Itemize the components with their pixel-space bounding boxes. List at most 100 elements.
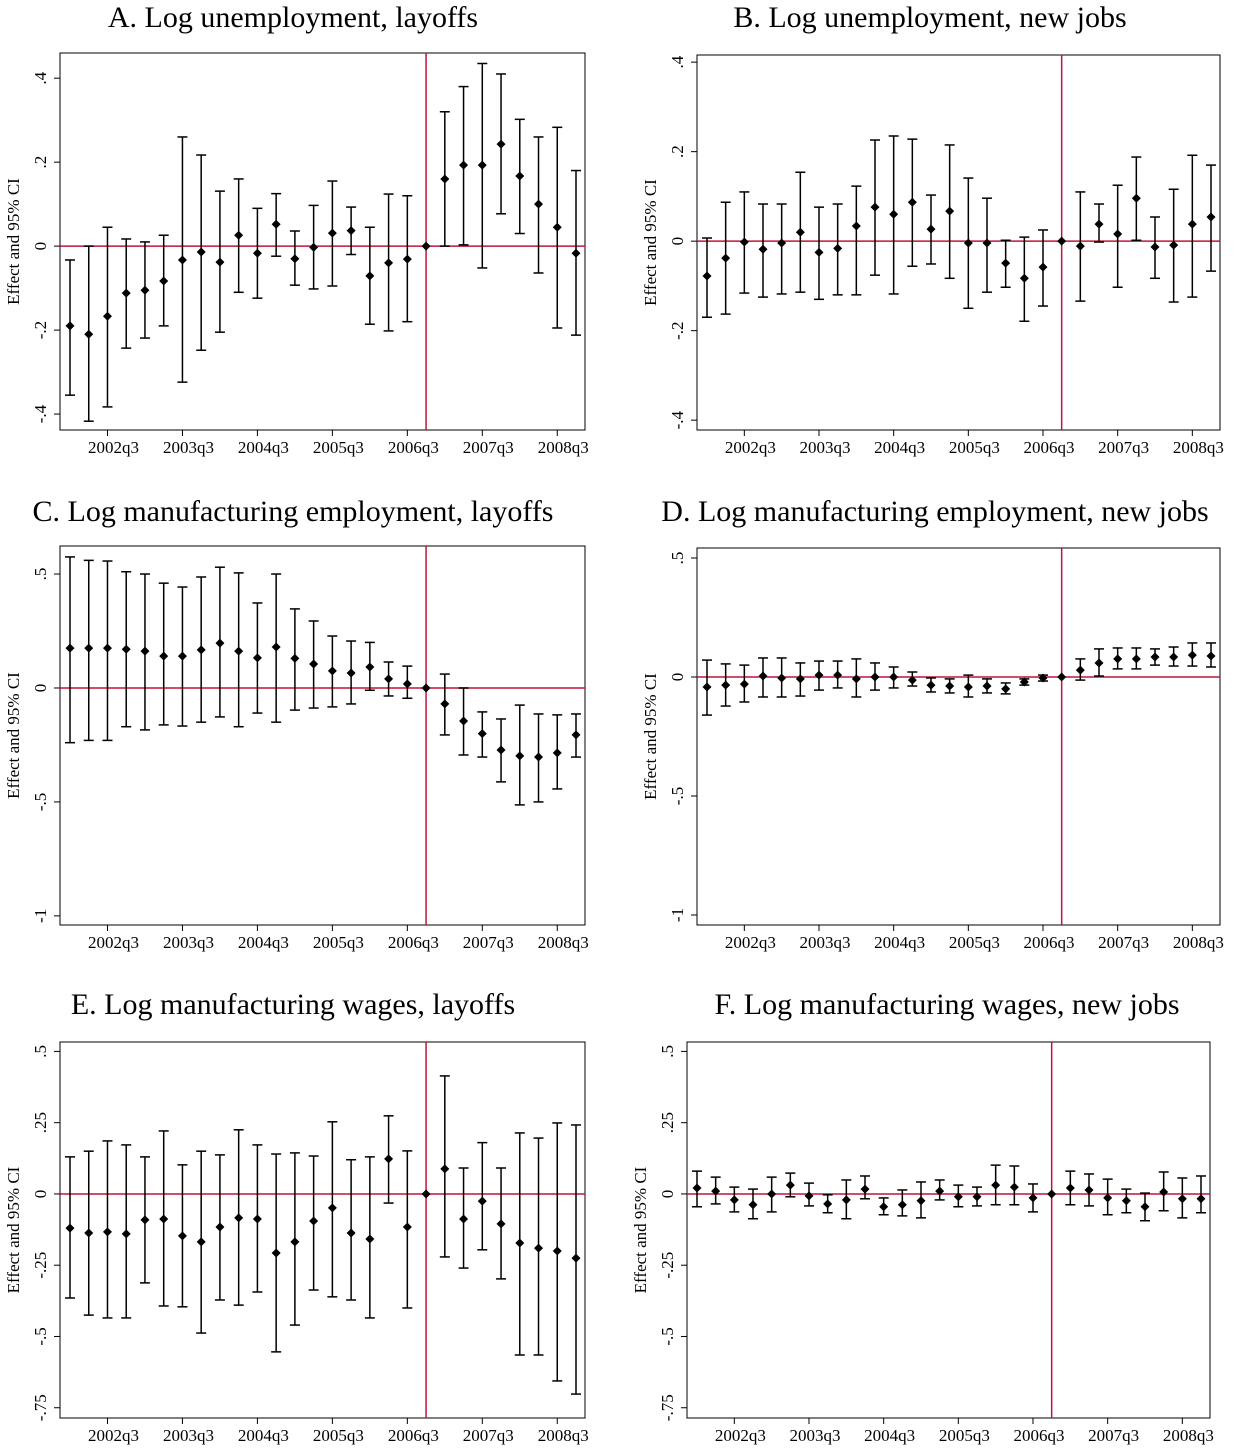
plot-frame <box>59 545 586 926</box>
x-tick-label: 2004q3 <box>864 1426 915 1445</box>
point-estimate <box>907 197 917 207</box>
point-estimate <box>1001 258 1011 268</box>
x-tick-label: 2005q3 <box>313 933 364 952</box>
point-estimate <box>327 666 337 676</box>
point-estimate <box>346 1228 356 1238</box>
point-estimate <box>234 646 244 656</box>
y-tick-label: .5 <box>658 1045 677 1058</box>
point-estimate <box>440 174 450 184</box>
point-estimate <box>1150 242 1160 252</box>
point-estimate <box>926 680 936 690</box>
plot-frame <box>59 52 586 431</box>
point-estimate <box>777 673 787 683</box>
point-estimate <box>1084 1185 1094 1195</box>
point-estimate <box>84 329 94 339</box>
x-tick-label: 2003q3 <box>790 1426 841 1445</box>
point-estimate <box>534 199 544 209</box>
point-estimate <box>271 1248 281 1258</box>
y-axis-label: Effect and 95% CI <box>4 1166 23 1293</box>
point-estimate <box>384 1154 394 1164</box>
x-tick-label: 2002q3 <box>88 438 139 457</box>
point-estimate <box>972 1192 982 1202</box>
point-estimate <box>1150 652 1160 662</box>
y-tick-label: 0 <box>31 1190 50 1199</box>
y-tick-label: .4 <box>31 71 50 84</box>
x-tick-label: 2004q3 <box>238 1426 289 1445</box>
point-estimate <box>327 1203 337 1213</box>
point-estimate <box>252 1214 262 1224</box>
point-estimate <box>1206 212 1216 222</box>
x-tick-label: 2006q3 <box>388 1426 439 1445</box>
x-tick-label: 2007q3 <box>1098 933 1149 952</box>
y-tick-label: -.75 <box>31 1394 50 1421</box>
point-estimate <box>1131 654 1141 664</box>
point-estimate <box>121 288 131 298</box>
point-estimate <box>935 1186 945 1196</box>
y-tick-label: -.2 <box>31 321 50 339</box>
point-estimate <box>897 1200 907 1210</box>
point-estimate <box>1001 684 1011 694</box>
x-tick-label: 2008q3 <box>1163 1426 1214 1445</box>
point-estimate <box>1009 1182 1019 1192</box>
x-tick-label: 2006q3 <box>1024 933 1075 952</box>
y-tick-label: 0 <box>658 1190 677 1199</box>
point-estimate <box>215 257 225 267</box>
y-tick-label: .25 <box>658 1112 677 1133</box>
point-estimate <box>196 1237 206 1247</box>
point-estimate <box>721 680 731 690</box>
point-estimate <box>1075 241 1085 251</box>
point-estimate <box>1057 236 1067 246</box>
panel: E. Log manufacturing wages, layoffs Effec… <box>4 988 589 1445</box>
x-tick-label: 2006q3 <box>1024 438 1075 457</box>
point-estimate <box>982 681 992 691</box>
panel: D. Log manufacturing employment, new job… <box>641 495 1224 952</box>
point-estimate <box>384 258 394 268</box>
point-estimate <box>1038 262 1048 272</box>
point-estimate <box>1121 1196 1131 1206</box>
point-estimate <box>496 1219 506 1229</box>
point-estimate <box>459 716 469 726</box>
point-estimate <box>945 206 955 216</box>
y-axis-label: Effect and 95% CI <box>4 672 23 799</box>
y-tick-label: -.5 <box>658 1327 677 1345</box>
point-estimate <box>814 247 824 257</box>
y-tick-label: -.2 <box>668 321 687 339</box>
point-estimate <box>870 202 880 212</box>
y-tick-label: -1 <box>668 908 687 922</box>
point-estimate <box>496 745 506 755</box>
point-estimate <box>1206 651 1216 661</box>
point-estimate <box>215 1222 225 1232</box>
point-estimate <box>1187 650 1197 660</box>
x-tick-label: 2007q3 <box>463 1426 514 1445</box>
point-estimate <box>140 1215 150 1225</box>
point-estimate <box>804 1191 814 1201</box>
x-tick-label: 2007q3 <box>1088 1426 1139 1445</box>
y-tick-label: 0 <box>668 673 687 682</box>
point-estimate <box>102 1227 112 1237</box>
point-estimate <box>402 679 412 689</box>
point-estimate <box>963 238 973 248</box>
point-estimate <box>309 659 319 669</box>
point-estimate <box>1169 652 1179 662</box>
point-estimate <box>1028 1193 1038 1203</box>
point-estimate <box>1065 1183 1075 1193</box>
point-estimate <box>739 237 749 247</box>
y-tick-label: .5 <box>31 568 50 581</box>
point-estimate <box>159 651 169 661</box>
x-tick-label: 2005q3 <box>949 438 1000 457</box>
x-tick-label: 2004q3 <box>874 438 925 457</box>
point-estimate <box>721 253 731 263</box>
point-estimate <box>346 668 356 678</box>
x-tick-label: 2006q3 <box>1014 1426 1065 1445</box>
point-estimate <box>953 1192 963 1202</box>
x-tick-label: 2003q3 <box>163 1426 214 1445</box>
point-estimate <box>215 638 225 648</box>
point-estimate <box>477 160 487 170</box>
x-tick-label: 2003q3 <box>163 933 214 952</box>
point-estimate <box>767 1189 777 1199</box>
point-estimate <box>851 221 861 231</box>
point-estimate <box>571 248 581 258</box>
x-tick-label: 2003q3 <box>800 438 851 457</box>
point-estimate <box>477 1196 487 1206</box>
point-estimate <box>1159 1187 1169 1197</box>
